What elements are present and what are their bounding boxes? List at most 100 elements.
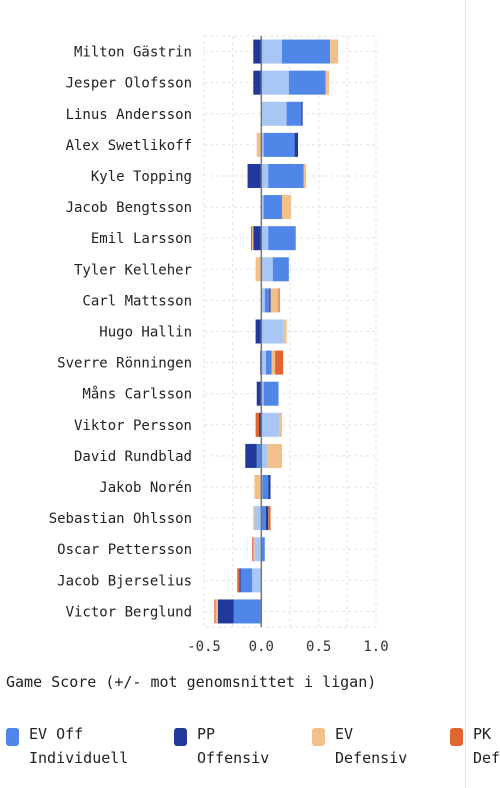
bar-segment: [255, 257, 262, 282]
bar-segment: [233, 599, 262, 624]
bar-segment: [215, 599, 218, 624]
bar-segment: [268, 226, 296, 251]
bar-segment: [268, 506, 271, 531]
y-tick-label: David Rundblad: [74, 449, 192, 465]
bar-segment: [262, 475, 269, 500]
y-tick-label: Jacob Bengtsson: [66, 200, 192, 216]
bar-segment: [279, 412, 282, 437]
bar-segment: [265, 506, 269, 531]
y-tick-label: Linus Andersson: [66, 107, 192, 123]
bar-segment: [254, 475, 262, 500]
y-tick-label: Sebastian Ohlsson: [49, 511, 192, 527]
bar-segment: [275, 350, 284, 375]
legend-swatch: [174, 728, 187, 746]
bar-segment: [269, 288, 271, 313]
bar-segment: [256, 381, 262, 406]
y-tick-label: Jesper Olofsson: [66, 76, 192, 92]
bar-segment: [254, 537, 262, 562]
bar-segment: [325, 70, 329, 95]
bar-segment: [264, 288, 270, 313]
bar-segment: [261, 537, 265, 562]
bar-segment: [253, 537, 255, 562]
bar-segment: [261, 226, 269, 251]
legend-item-pp-offensiv[interactable]: PP Offensiv: [174, 722, 269, 770]
bar-segment: [253, 39, 262, 64]
bar-segment: [330, 39, 339, 64]
bar-segment: [268, 475, 271, 500]
y-tick-label: Viktor Persson: [74, 418, 192, 434]
bar-segment: [283, 319, 287, 344]
legend-label: Defensiv: [335, 749, 408, 767]
y-tick-label: Jacob Bjerselius: [57, 573, 192, 589]
bar-segment: [263, 132, 295, 157]
y-tick-label: Sverre Rönningen: [57, 356, 192, 372]
y-tick-label: Måns Carlsson: [82, 386, 192, 403]
bar-segment: [251, 226, 253, 251]
legend-item-pk-def[interactable]: PK Def: [450, 722, 500, 770]
bar-segment: [261, 381, 264, 406]
x-tick-label: 1.0: [363, 639, 388, 655]
bar-segment: [255, 319, 262, 344]
bar-segment: [261, 319, 284, 344]
bar-segment: [265, 350, 272, 375]
bar-segment: [263, 195, 282, 220]
bar-segment: [252, 568, 262, 593]
bar-segment: [253, 70, 262, 95]
bar-segment: [252, 537, 254, 562]
bar-segment: [217, 599, 234, 624]
bar-segment: [261, 39, 282, 64]
y-tick-label: Alex Swetlikoff: [66, 138, 192, 154]
bar-segment: [255, 412, 260, 437]
scroll-divider: [465, 0, 466, 788]
bar-segment: [268, 163, 304, 188]
legend-item-ev-defensiv[interactable]: EV Defensiv: [312, 722, 407, 770]
legend-label: Def: [473, 749, 500, 767]
bar-segment: [261, 350, 266, 375]
y-tick-label: Kyle Topping: [91, 169, 192, 185]
bar-segment: [259, 412, 262, 437]
x-tick-label: -0.5: [187, 639, 221, 655]
legend-label: EV Off: [29, 725, 84, 743]
legend-label: PP: [197, 725, 216, 743]
bar-segment: [288, 70, 326, 95]
y-tick-label: Carl Mattsson: [82, 293, 192, 309]
bar-segment: [261, 288, 265, 313]
bar-segment: [239, 568, 241, 593]
bar-segment: [301, 101, 303, 126]
bar-segment: [261, 506, 266, 531]
bar-segment: [252, 226, 254, 251]
legend-swatch: [6, 728, 19, 746]
bar-segment: [281, 39, 331, 64]
bar-segment: [245, 443, 257, 468]
bar-segment: [294, 132, 299, 157]
bar-segment: [303, 163, 307, 188]
legend-swatch: [312, 728, 325, 746]
bar-segment: [237, 568, 240, 593]
bar-segment: [261, 257, 273, 282]
y-tick-label: Tyler Kelleher: [74, 262, 192, 278]
bar-segment: [261, 132, 264, 157]
bar-segment: [261, 412, 280, 437]
bar-segment: [261, 443, 268, 468]
legend-label: Offensiv: [197, 749, 270, 767]
bar-segment: [270, 288, 279, 313]
y-tick-label: Emil Larsson: [91, 231, 192, 247]
bar-segment: [253, 226, 262, 251]
x-tick-label: 0.5: [306, 639, 331, 655]
chart-plot: Milton Gästrin Jesper Olofsson Linus Ander…: [49, 35, 389, 655]
legend-label: PK: [473, 725, 492, 743]
bar-segment: [272, 257, 289, 282]
bar-segment: [247, 163, 262, 188]
bar-segment: [256, 132, 262, 157]
bar-segment: [214, 599, 216, 624]
bar-segment: [261, 163, 269, 188]
bar-segment: [253, 506, 255, 531]
bar-segment: [240, 568, 253, 593]
y-tick-label: Milton Gästrin: [74, 45, 192, 61]
legend-label: EV: [335, 725, 354, 743]
legend-item-ev-off-individuell[interactable]: EV Off Individuell: [6, 722, 128, 770]
bar-segment: [286, 101, 302, 126]
bar-segment: [267, 443, 282, 468]
y-tick-label: Hugo Hallin: [99, 325, 192, 341]
bar-segment: [261, 101, 287, 126]
